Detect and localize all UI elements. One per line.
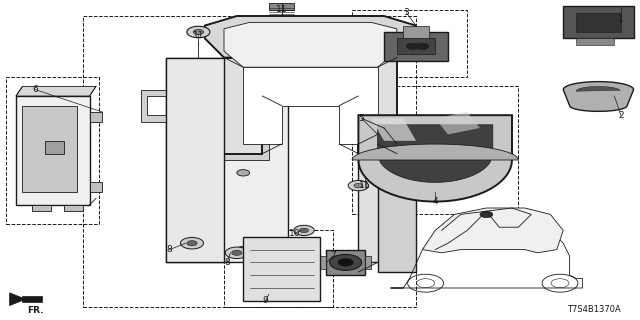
Circle shape xyxy=(354,183,363,188)
Text: 11: 11 xyxy=(193,31,204,40)
Polygon shape xyxy=(576,38,614,45)
Circle shape xyxy=(205,170,218,176)
Text: 11: 11 xyxy=(359,181,371,190)
Polygon shape xyxy=(576,86,620,91)
Polygon shape xyxy=(403,26,429,38)
Polygon shape xyxy=(243,237,320,301)
Text: 7: 7 xyxy=(330,252,335,260)
Polygon shape xyxy=(378,125,493,182)
Polygon shape xyxy=(435,112,480,134)
Polygon shape xyxy=(16,96,90,205)
Polygon shape xyxy=(141,90,166,122)
Circle shape xyxy=(237,170,250,176)
Polygon shape xyxy=(358,154,397,262)
Circle shape xyxy=(330,254,362,270)
Polygon shape xyxy=(269,3,294,10)
Circle shape xyxy=(416,43,429,50)
Text: 6: 6 xyxy=(33,85,38,94)
Polygon shape xyxy=(22,296,42,302)
Circle shape xyxy=(348,180,369,191)
Polygon shape xyxy=(90,182,102,192)
Text: T7S4B1370A: T7S4B1370A xyxy=(567,305,621,314)
Polygon shape xyxy=(205,16,416,58)
Circle shape xyxy=(480,211,493,218)
Polygon shape xyxy=(10,293,26,306)
Polygon shape xyxy=(397,38,435,54)
Polygon shape xyxy=(563,6,634,38)
Polygon shape xyxy=(90,112,102,122)
Circle shape xyxy=(294,225,314,236)
Text: 8: 8 xyxy=(225,258,230,267)
Circle shape xyxy=(406,43,419,50)
Polygon shape xyxy=(358,115,512,202)
Polygon shape xyxy=(22,106,77,192)
Polygon shape xyxy=(243,67,378,144)
Circle shape xyxy=(193,29,204,35)
Bar xyxy=(352,86,518,214)
Polygon shape xyxy=(186,70,269,160)
Text: FR.: FR. xyxy=(27,306,44,315)
Polygon shape xyxy=(166,58,288,262)
Polygon shape xyxy=(365,256,371,269)
Text: 11: 11 xyxy=(276,5,287,14)
Polygon shape xyxy=(371,118,416,141)
Polygon shape xyxy=(352,144,518,160)
Circle shape xyxy=(187,241,197,246)
Polygon shape xyxy=(16,86,96,96)
Text: 10: 10 xyxy=(289,229,300,238)
Circle shape xyxy=(300,228,308,233)
Polygon shape xyxy=(224,22,397,67)
Polygon shape xyxy=(64,205,83,211)
Polygon shape xyxy=(422,208,563,253)
Polygon shape xyxy=(320,256,326,269)
Bar xyxy=(352,10,467,77)
Polygon shape xyxy=(384,32,448,61)
Bar xyxy=(224,230,333,307)
Text: 5: 5 xyxy=(359,114,364,123)
Polygon shape xyxy=(224,58,397,154)
Circle shape xyxy=(338,259,353,266)
Bar xyxy=(6,77,99,224)
Circle shape xyxy=(180,237,204,249)
Text: 4: 4 xyxy=(433,197,438,206)
Text: 1: 1 xyxy=(618,15,623,24)
Text: 8: 8 xyxy=(167,245,172,254)
Text: 3: 3 xyxy=(404,8,409,17)
Bar xyxy=(83,16,416,307)
Text: 9: 9 xyxy=(263,296,268,305)
Polygon shape xyxy=(378,144,416,272)
Circle shape xyxy=(194,196,203,201)
Polygon shape xyxy=(563,82,634,111)
Circle shape xyxy=(237,246,250,253)
Polygon shape xyxy=(576,13,621,32)
Polygon shape xyxy=(166,58,224,262)
Polygon shape xyxy=(32,205,51,211)
Polygon shape xyxy=(326,250,365,275)
Text: 2: 2 xyxy=(618,111,623,120)
Circle shape xyxy=(232,250,242,255)
Circle shape xyxy=(187,26,210,38)
Circle shape xyxy=(225,247,248,259)
Circle shape xyxy=(186,221,198,227)
Polygon shape xyxy=(45,141,64,154)
